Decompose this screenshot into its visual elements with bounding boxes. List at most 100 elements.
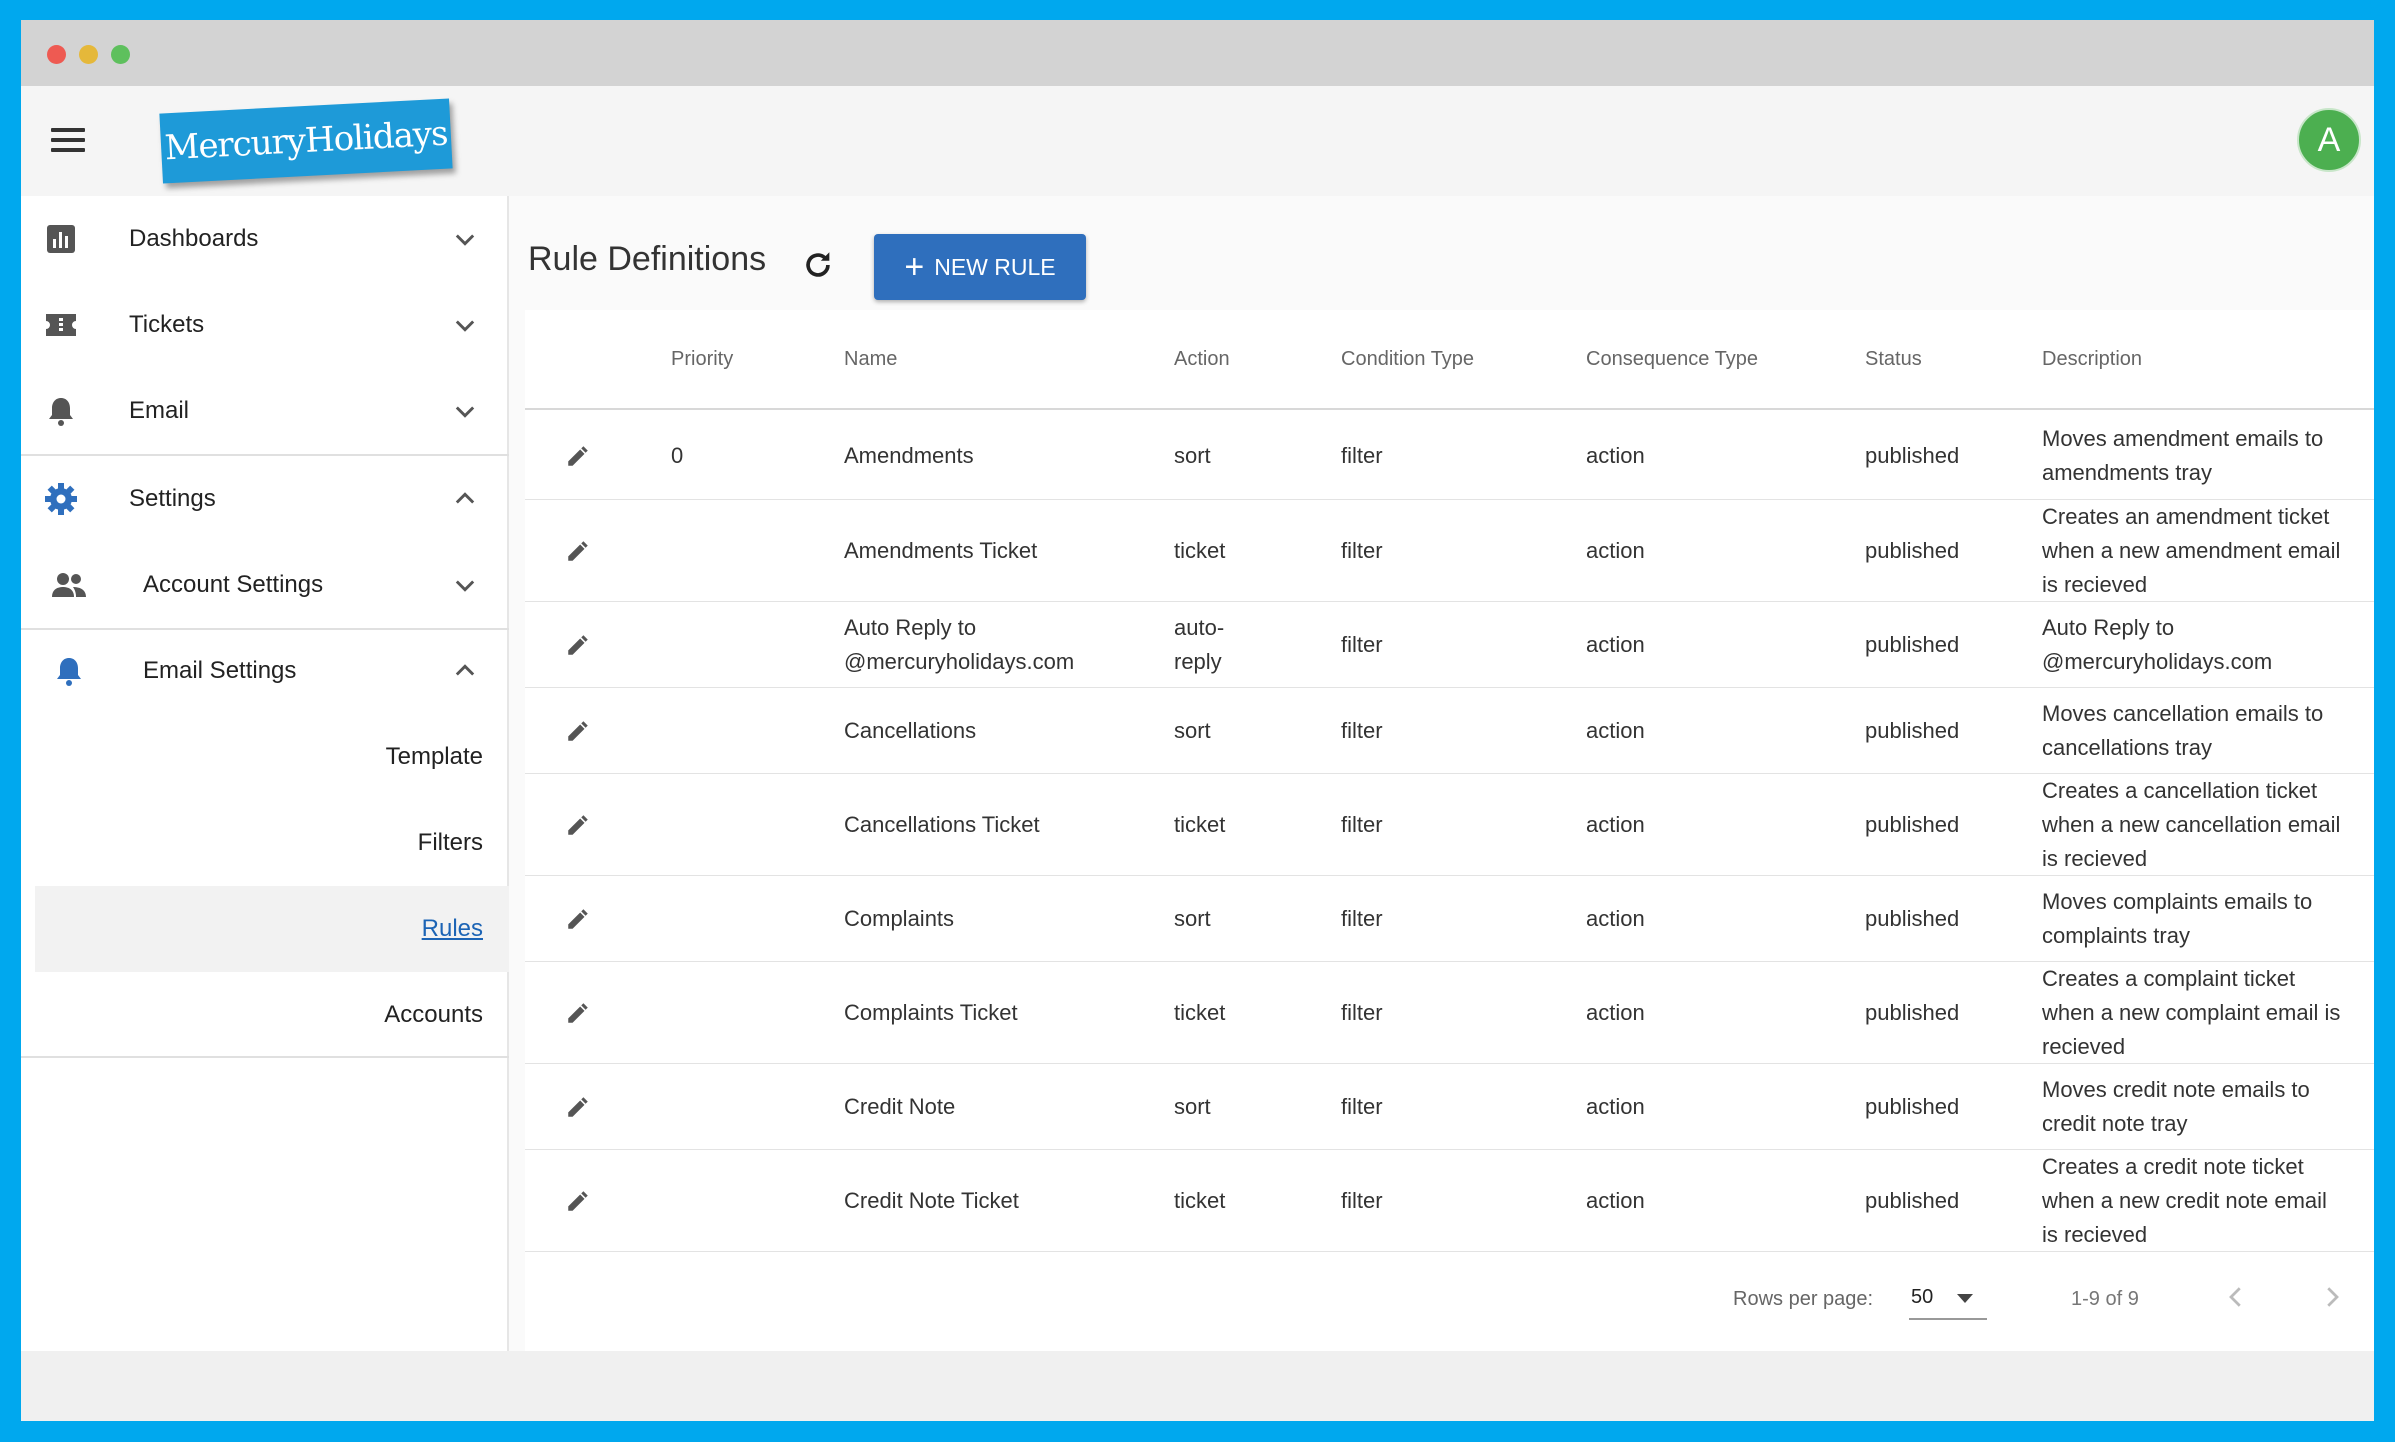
- sidebar-link-filters[interactable]: Filters: [21, 800, 509, 886]
- cell-name: Auto Reply to @mercuryholidays.com: [844, 614, 1075, 674]
- sidebar-item-account-settings[interactable]: Account Settings: [21, 542, 509, 628]
- bell-icon: [43, 393, 79, 429]
- chevron-down-icon: [455, 320, 475, 332]
- menu-icon[interactable]: [51, 128, 85, 154]
- chevron-down-icon: [455, 580, 475, 592]
- cell-status: published: [1865, 811, 1960, 837]
- app-bar: MercuryHolidays A: [21, 86, 2374, 196]
- column-header-priority[interactable]: Priority: [671, 348, 734, 370]
- cell-priority: 0: [671, 442, 684, 468]
- cell-consequence: action: [1586, 905, 1645, 931]
- sidebar-link-accounts[interactable]: Accounts: [21, 972, 509, 1058]
- cell-condition: filter: [1341, 999, 1383, 1025]
- cell-description: Creates a complaint ticket when a new co…: [2042, 965, 2341, 1059]
- bell-icon: [51, 653, 87, 689]
- cell-description: Creates a cancellation ticket when a new…: [2042, 777, 2341, 871]
- table-row: Complaints sort filter action published Moves…: [525, 876, 2374, 962]
- window-bottom: [21, 1351, 2374, 1421]
- sidebar-link-label: Accounts: [384, 1001, 483, 1028]
- cell-description: Creates a credit note ticket when a new …: [2042, 1153, 2327, 1247]
- sidebar-link-template[interactable]: Template: [21, 714, 509, 800]
- cell-condition: filter: [1341, 631, 1383, 657]
- bar-chart-icon: [43, 221, 79, 257]
- cell-name: Credit Note: [844, 1093, 956, 1119]
- table-header: Priority Name Action Condition Type Cons…: [525, 310, 2374, 410]
- column-header-name[interactable]: Name: [844, 348, 898, 370]
- edit-icon[interactable]: [565, 1188, 591, 1214]
- maximize-window-button[interactable]: [111, 45, 130, 64]
- sidebar-link-rules[interactable]: Rules: [35, 886, 509, 972]
- cell-action: auto-reply: [1174, 614, 1225, 674]
- cell-name: Amendments Ticket: [844, 537, 1038, 563]
- cell-description: Moves amendment emails to amendments tra…: [2042, 425, 2324, 485]
- cell-condition: filter: [1341, 905, 1383, 931]
- sidebar-item-tickets[interactable]: Tickets: [21, 282, 509, 368]
- table-row: 0 Amendments sort filter action published Move…: [525, 412, 2374, 500]
- chevron-down-icon: [455, 406, 475, 418]
- close-window-button[interactable]: [47, 45, 66, 64]
- brand-logo[interactable]: MercuryHolidays: [159, 98, 453, 184]
- cell-status: published: [1865, 537, 1960, 563]
- column-header-consequence-type[interactable]: Consequence Type: [1586, 348, 1758, 370]
- table-row: Complaints Ticket ticket filter action publi…: [525, 962, 2374, 1064]
- cell-name: Cancellations: [844, 717, 977, 743]
- sidebar-link-label: Filters: [417, 829, 483, 856]
- edit-icon[interactable]: [565, 443, 591, 469]
- cell-consequence: action: [1586, 999, 1645, 1025]
- cell-action: sort: [1174, 1093, 1211, 1119]
- rows-per-page-select[interactable]: 50: [1909, 1280, 1987, 1320]
- refresh-icon[interactable]: [801, 248, 835, 282]
- people-icon: [51, 567, 87, 603]
- avatar[interactable]: A: [2297, 108, 2361, 172]
- chevron-up-icon: [455, 492, 475, 504]
- table-row: Amendments Ticket ticket filter action publi…: [525, 500, 2374, 602]
- edit-icon[interactable]: [565, 812, 591, 838]
- cell-name: Complaints Ticket: [844, 999, 1018, 1025]
- minimize-window-button[interactable]: [79, 45, 98, 64]
- sidebar: Dashboards Tickets Email Settings Accoun…: [21, 196, 509, 1351]
- column-header-status[interactable]: Status: [1865, 348, 1922, 370]
- sidebar-item-settings[interactable]: Settings: [21, 456, 509, 542]
- edit-icon[interactable]: [565, 1094, 591, 1120]
- sidebar-item-email-settings[interactable]: Email Settings: [21, 628, 509, 714]
- rules-table: Priority Name Action Condition Type Cons…: [525, 310, 2374, 1351]
- cell-name: Complaints: [844, 905, 955, 931]
- cell-condition: filter: [1341, 1187, 1383, 1213]
- page-title: Rule Definitions: [528, 240, 767, 278]
- next-page-icon[interactable]: [2317, 1282, 2347, 1312]
- cell-action: sort: [1174, 905, 1211, 931]
- column-header-condition-type[interactable]: Condition Type: [1341, 348, 1475, 370]
- edit-icon[interactable]: [565, 1000, 591, 1026]
- table-row: Auto Reply to @mercuryholidays.com auto-r…: [525, 602, 2374, 688]
- cell-name: Credit Note Ticket: [844, 1187, 1019, 1213]
- caret-down-icon: [1957, 1294, 1973, 1303]
- cell-consequence: action: [1586, 811, 1645, 837]
- previous-page-icon[interactable]: [2221, 1282, 2251, 1312]
- sidebar-item-label: Email: [129, 397, 190, 424]
- cell-condition: filter: [1341, 1093, 1383, 1119]
- sidebar-item-dashboards[interactable]: Dashboards: [21, 196, 509, 282]
- main-content: Rule Definitions + NEW RULE Priority Name…: [511, 196, 2374, 1351]
- ticket-icon: [43, 307, 79, 343]
- edit-icon[interactable]: [565, 632, 591, 658]
- table-pagination: Rows per page: 50 1-9 of 9: [525, 1258, 2374, 1338]
- rows-per-page-value: 50: [1911, 1286, 1934, 1308]
- table-row: Credit Note sort filter action published Move…: [525, 1064, 2374, 1150]
- edit-icon[interactable]: [565, 538, 591, 564]
- cell-status: published: [1865, 1093, 1960, 1119]
- edit-icon[interactable]: [565, 906, 591, 932]
- column-header-action[interactable]: Action: [1174, 348, 1230, 370]
- cell-action: ticket: [1174, 1187, 1226, 1213]
- cell-condition: filter: [1341, 442, 1383, 468]
- column-header-description[interactable]: Description: [2042, 348, 2143, 370]
- sidebar-link-label: Template: [385, 743, 483, 770]
- new-rule-button[interactable]: + NEW RULE: [874, 234, 1086, 300]
- sidebar-item-email[interactable]: Email: [21, 368, 509, 454]
- cell-description: Moves credit note emails to credit note …: [2042, 1076, 2310, 1136]
- sidebar-item-label: Account Settings: [143, 571, 324, 598]
- cell-consequence: action: [1586, 442, 1645, 468]
- edit-icon[interactable]: [565, 718, 591, 744]
- cell-status: published: [1865, 999, 1960, 1025]
- logo-text: MercuryHolidays: [163, 113, 449, 169]
- cell-description: Moves complaints emails to complaints tr…: [2042, 888, 2313, 948]
